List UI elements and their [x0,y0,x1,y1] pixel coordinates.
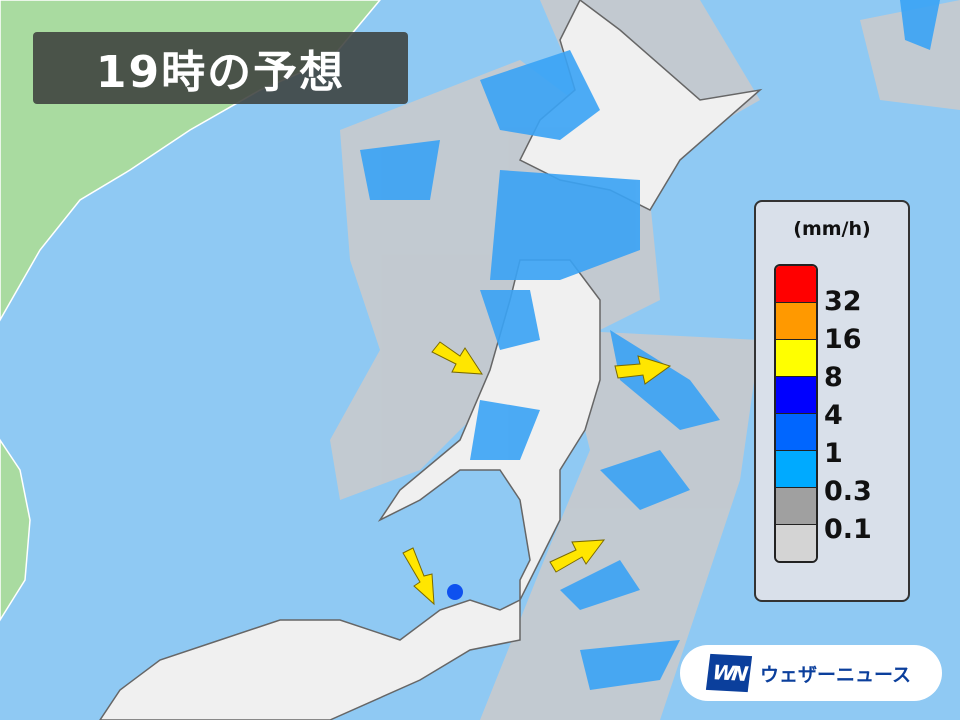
logo-mark: WN [705,653,753,693]
legend-unit: (mm/h) [793,218,871,240]
legend-swatch [776,377,816,414]
arrow-icon [431,341,483,375]
precipitation-legend: (mm/h) 32 16 8 4 1 0.3 0.1 [754,200,910,602]
forecast-title: 19時の予想 [33,32,408,104]
legend-swatch [776,525,816,561]
legend-swatch [776,451,816,488]
rain-moderate-areas [360,0,940,690]
legend-label: 0.1 [824,514,872,545]
legend-swatch [776,303,816,340]
legend-label: 8 [824,362,843,393]
legend-swatch [776,488,816,525]
legend-swatch [776,414,816,451]
legend-swatch [776,266,816,303]
arrow-icon [549,539,606,573]
weathernews-logo: WN ウェザーニュース [680,645,942,701]
logo-name: ウェザーニュース [760,663,912,686]
legend-label: 1 [824,438,843,469]
arrow-icon [402,547,435,606]
honshu [99,259,601,720]
legend-color-bar [774,264,818,563]
legend-label: 0.3 [824,476,872,507]
arrow-icon [614,355,672,385]
legend-swatch [776,340,816,377]
legend-label: 16 [824,324,862,355]
legend-label: 32 [824,286,862,317]
legend-label: 4 [824,400,843,431]
korea-landmass [0,438,31,622]
wind-arrows [402,341,672,606]
